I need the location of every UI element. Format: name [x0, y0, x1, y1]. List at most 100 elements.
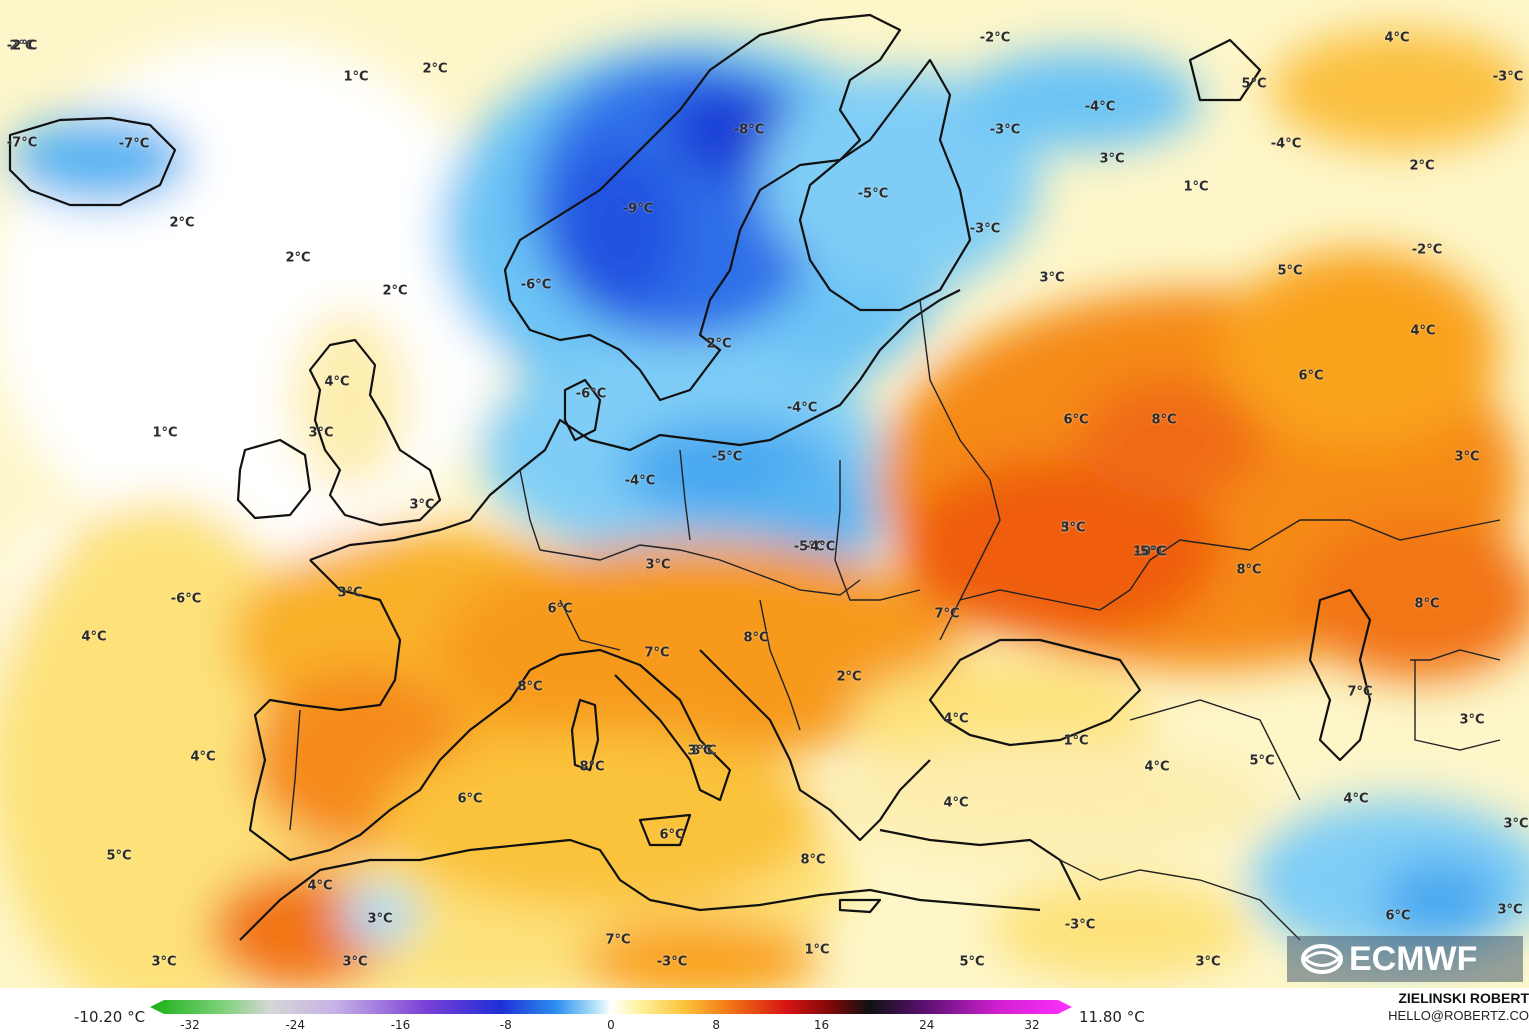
- temperature-label: -3°C: [656, 954, 688, 970]
- temperature-label: 5°C: [959, 954, 985, 970]
- ireland-outline: [236, 438, 312, 520]
- temperature-label: -2°C: [979, 30, 1011, 46]
- author-email: HELLO@ROBERTZ.CO: [1388, 1008, 1529, 1023]
- temperature-label: -4°C: [1084, 99, 1116, 115]
- temperature-label: 2°C: [1409, 158, 1435, 174]
- temperature-label: 4°C: [307, 878, 333, 894]
- temperature-label: -3°C: [1492, 69, 1524, 85]
- north-sea-baltic-coast: [309, 289, 961, 562]
- temperature-label: -5°C: [711, 449, 743, 465]
- temperature-label: 3°C: [337, 585, 363, 601]
- temperature-label: 3°C: [687, 743, 713, 759]
- temperature-label: 8°C: [517, 679, 543, 695]
- temperature-label: -2°C: [6, 38, 38, 54]
- ecmwf-globe-icon: [1301, 944, 1343, 974]
- temperature-label: 4°C: [1144, 759, 1170, 775]
- temperature-label: 3°C: [1497, 902, 1523, 918]
- temperature-label: 6°C: [659, 827, 685, 843]
- temperature-label: -7°C: [6, 135, 38, 151]
- temperature-label: 2°C: [836, 669, 862, 685]
- borders: [289, 299, 1501, 941]
- temperature-label: 4°C: [1410, 323, 1436, 339]
- temperature-colorbar: [150, 1000, 1072, 1014]
- north-africa-coast: [239, 838, 1041, 941]
- temperature-label: 3°C: [1459, 712, 1485, 728]
- iceland-outline: [8, 116, 177, 207]
- temperature-label: 10°C: [1132, 544, 1168, 560]
- temperature-label: 3°C: [308, 425, 334, 441]
- temperature-label: 7°C: [605, 932, 631, 948]
- temperature-label: 3°C: [1503, 816, 1529, 832]
- colorbar-tick-label: 0: [607, 1018, 615, 1032]
- temperature-label: 2°C: [706, 336, 732, 352]
- temperature-label: 5°C: [106, 848, 132, 864]
- temperature-label: 2°C: [285, 250, 311, 266]
- scandinavia-outline: [503, 13, 902, 402]
- temperature-label: 6°C: [1298, 368, 1324, 384]
- balkan-coast: [699, 649, 931, 842]
- temperature-label: 3°C: [367, 911, 393, 927]
- temperature-label: 3°C: [409, 497, 435, 513]
- finland-outline: [798, 58, 972, 312]
- temperature-label: 8°C: [1414, 596, 1440, 612]
- temperature-label: 6°C: [457, 791, 483, 807]
- temperature-label: -3°C: [1064, 917, 1096, 933]
- colorbar-tick-label: -32: [180, 1018, 200, 1032]
- black-sea-outline: [928, 638, 1142, 747]
- author-credit: ZIELINSKI ROBERT: [1398, 990, 1529, 1006]
- temperature-label: 5°C: [1060, 520, 1086, 536]
- map-canvas: [0, 13, 1529, 988]
- temperature-label: 3°C: [1060, 520, 1086, 536]
- temperature-label: -2°C: [1411, 242, 1443, 258]
- temperature-label: -4°C: [624, 473, 656, 489]
- coastlines: [8, 13, 1372, 941]
- temperature-label: -5°C: [1134, 544, 1166, 560]
- temperature-label: -6°C: [170, 591, 202, 607]
- temperature-label: 4°C: [324, 374, 350, 390]
- temperature-label: -7°C: [118, 136, 150, 152]
- atlantic-coast: [248, 559, 531, 862]
- colorbar-tick-label: 8: [712, 1018, 721, 1032]
- temperature-label: 8°C: [1151, 412, 1177, 428]
- temperature-label: 3°C: [1099, 151, 1125, 167]
- legend-max-value: 11.80 °C: [1079, 1008, 1145, 1026]
- legend-footer: -10.20 °C: [0, 988, 1529, 1035]
- colorbar-tick-label: -16: [390, 1018, 411, 1032]
- temperature-label: 2°C: [382, 283, 408, 299]
- temperature-label: -4°C: [1270, 136, 1302, 152]
- temperature-label: 6°C: [1385, 908, 1411, 924]
- temperature-label: 3°C: [1039, 270, 1065, 286]
- temperature-label: 3°C: [1454, 449, 1480, 465]
- colorbar-tick-label: 16: [813, 1018, 830, 1032]
- italy-outline: [529, 648, 732, 802]
- temperature-label: 1°C: [343, 69, 369, 85]
- temperature-label: 5°C: [1241, 76, 1267, 92]
- caspian-sea-outline: [1308, 588, 1372, 762]
- temperature-label: -5°C: [793, 539, 825, 555]
- colorbar-tick-label: 32: [1024, 1018, 1040, 1032]
- temperature-label: -3°C: [989, 122, 1021, 138]
- temperature-label: 8°C: [800, 852, 826, 868]
- temperature-label: 3°C: [151, 954, 177, 970]
- temperature-label: 8°C: [743, 630, 769, 646]
- temperature-label: 4°C: [81, 629, 107, 645]
- temperature-label: 1°C: [152, 425, 178, 441]
- temperature-label: 3°C: [645, 557, 671, 573]
- temperature-label: 2°C: [422, 61, 448, 77]
- iceland-cold-zone: [10, 115, 190, 205]
- ecmwf-logo: ECMWF: [1287, 936, 1523, 982]
- temperature-label: -8°C: [733, 122, 765, 138]
- legend-min-value: -10.20 °C: [74, 1008, 146, 1026]
- temperature-label: 4°C: [190, 749, 216, 765]
- temperature-label: 1°C: [1183, 179, 1209, 195]
- temperature-label: 2°C: [9, 38, 35, 54]
- temperature-anomaly-map: 2°C 1°C 2°C -7°C -7°C 2°C 2°C 2°C 1°C 4°C 3°C 3°C -8…: [0, 0, 1529, 988]
- anomaly-field: [0, 30, 1529, 988]
- temperature-label: 1°C: [1063, 733, 1089, 749]
- temperature-label: 2°C: [169, 215, 195, 231]
- colorbar-tick-label: -24: [285, 1018, 306, 1032]
- temperature-label: 6°C: [547, 601, 573, 617]
- temperature-label: -4°C: [804, 539, 836, 555]
- temperature-label: 7°C: [934, 606, 960, 622]
- colorbar-tick-label: -8: [499, 1018, 512, 1032]
